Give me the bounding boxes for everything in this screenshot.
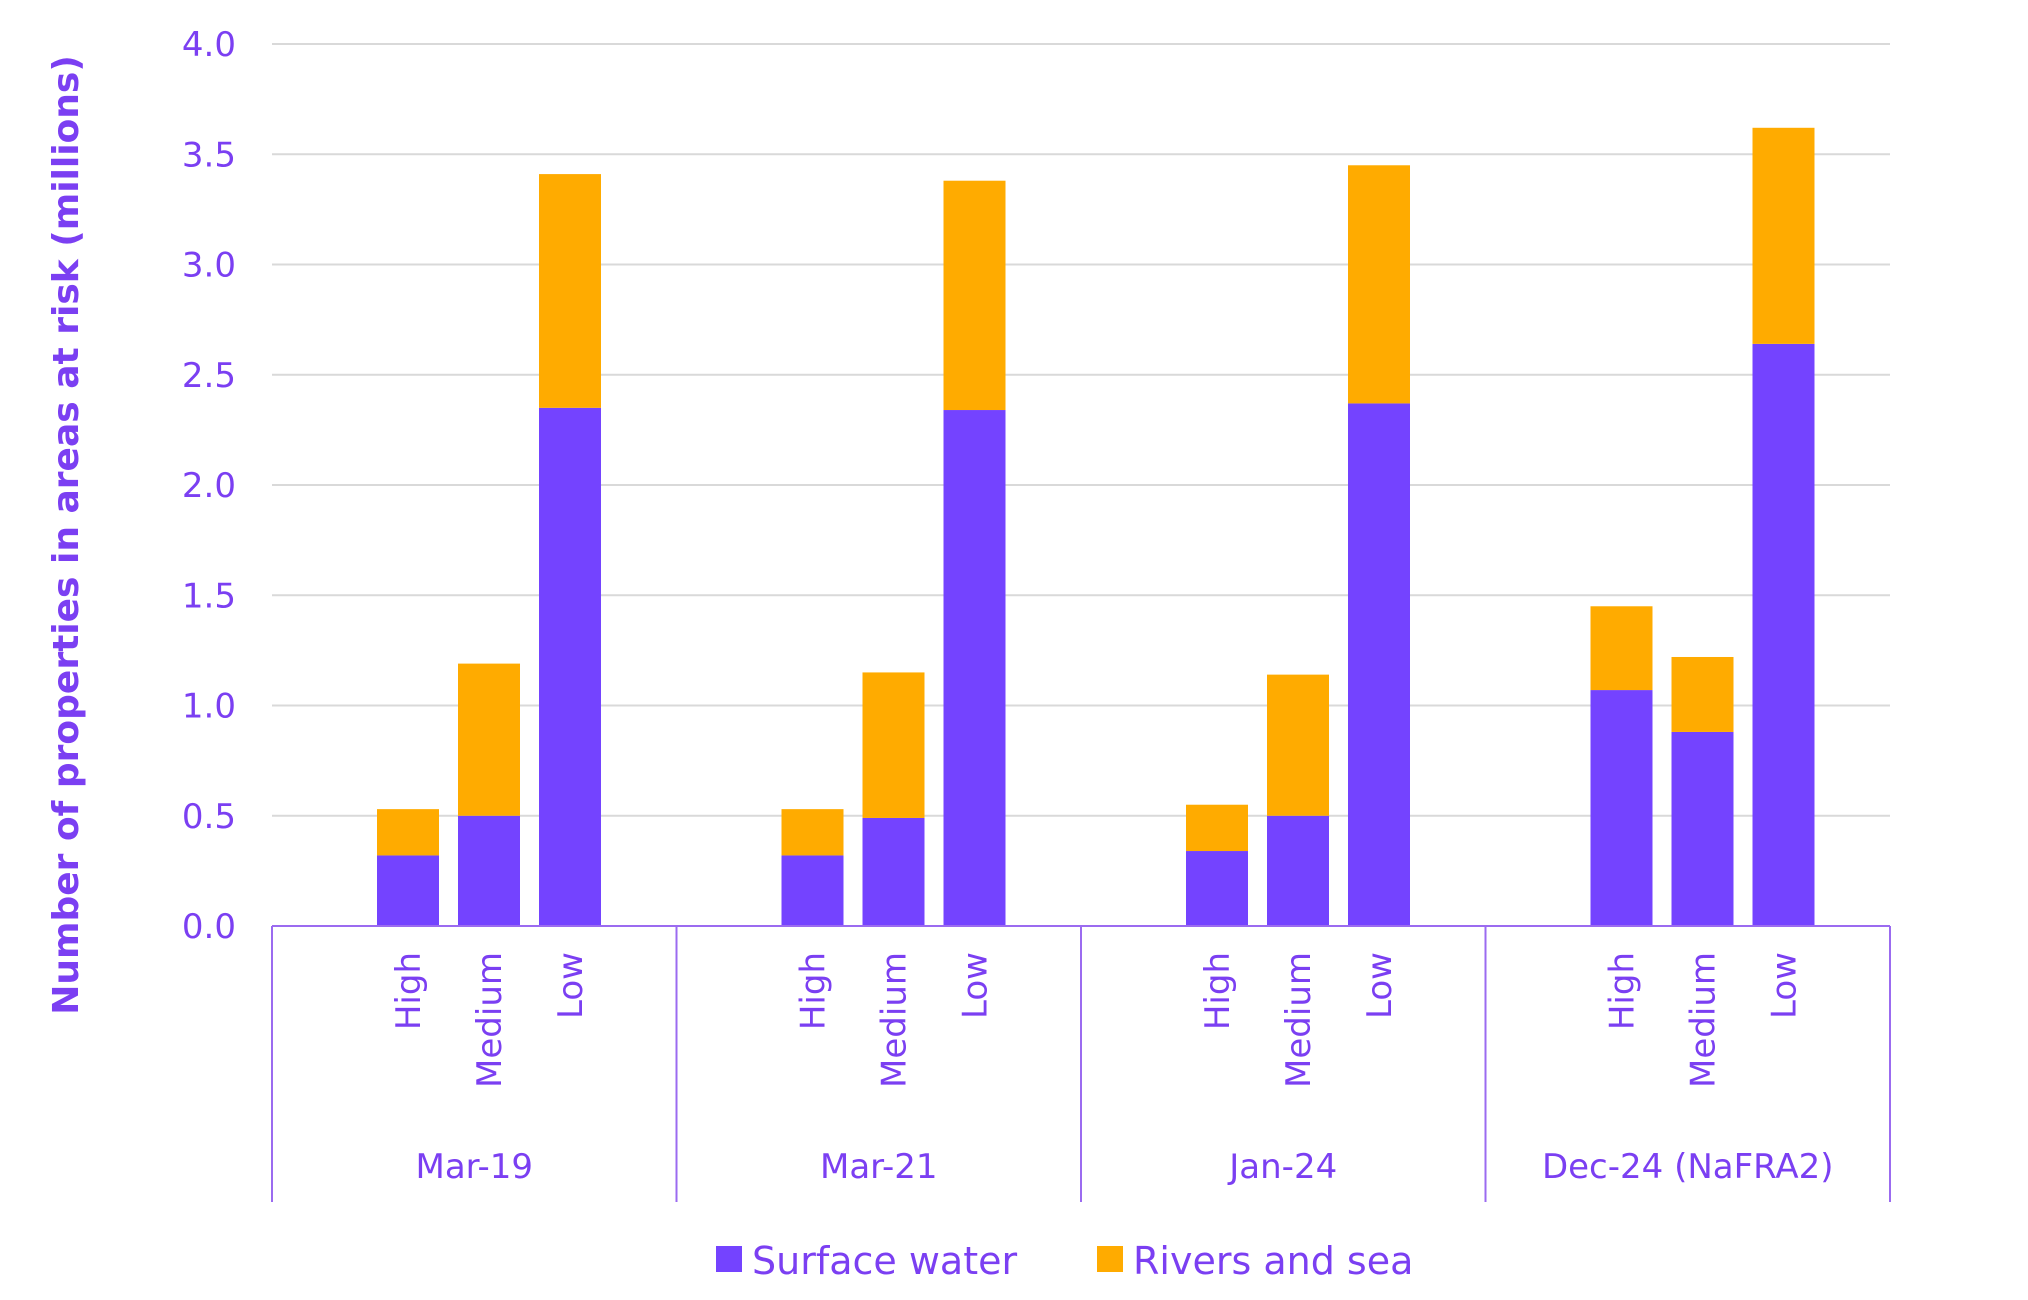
category-label: Medium xyxy=(1684,952,1724,1088)
bar-surface-water-mar-19-low xyxy=(539,407,601,926)
bar-rivers-and-sea-jan-24-low xyxy=(1348,165,1410,404)
y-axis-title: Number of properties in areas at risk (m… xyxy=(46,55,87,1015)
y-tick-label: 1.0 xyxy=(182,687,236,727)
legend: Surface water Rivers and sea xyxy=(716,1239,1413,1283)
group-label: Mar-21 xyxy=(820,1147,938,1187)
bar-surface-water-mar-19-medium xyxy=(458,815,520,926)
bar-rivers-and-sea-mar-19-medium xyxy=(458,663,520,816)
bar-surface-water-mar-21-low xyxy=(943,410,1006,926)
y-tick-label: 4.0 xyxy=(182,25,236,65)
bar-rivers-and-sea-mar-19-low xyxy=(539,174,601,408)
category-label: High xyxy=(1603,952,1643,1030)
group-label: Dec-24 (NaFRA2) xyxy=(1542,1147,1834,1187)
bar-surface-water-mar-19-high xyxy=(377,855,439,926)
category-label: Low xyxy=(1360,952,1400,1019)
category-label: Low xyxy=(551,952,591,1019)
legend-swatch-rivers-and-sea xyxy=(1097,1246,1123,1272)
bar-surface-water-dec-24-nafra2--high xyxy=(1590,690,1653,926)
bars xyxy=(377,127,1815,926)
axes xyxy=(271,925,1891,1202)
y-tick-label: 3.0 xyxy=(182,246,236,286)
y-tick-label: 2.0 xyxy=(182,466,236,506)
category-label: Low xyxy=(1765,952,1805,1019)
bar-surface-water-jan-24-high xyxy=(1186,851,1248,926)
bar-rivers-and-sea-dec-24-nafra2--medium xyxy=(1671,656,1734,732)
bar-surface-water-mar-21-high xyxy=(781,855,844,926)
bar-rivers-and-sea-mar-21-low xyxy=(943,180,1006,411)
y-tick-label: 0.0 xyxy=(182,907,236,947)
bar-surface-water-mar-21-medium xyxy=(862,817,925,926)
y-tick-label: 2.5 xyxy=(182,356,236,396)
y-tick-label: 0.5 xyxy=(182,797,236,837)
bar-rivers-and-sea-dec-24-nafra2--low xyxy=(1752,127,1815,344)
legend-swatch-surface-water xyxy=(716,1246,742,1272)
bar-rivers-and-sea-mar-21-high xyxy=(781,809,844,856)
category-label: High xyxy=(389,952,429,1030)
category-label: Medium xyxy=(1279,952,1319,1088)
group-label: Jan-24 xyxy=(1227,1147,1337,1187)
category-label: Medium xyxy=(470,952,510,1088)
category-label: High xyxy=(794,952,834,1030)
bar-rivers-and-sea-jan-24-medium xyxy=(1267,674,1329,816)
legend-label-rivers-and-sea: Rivers and sea xyxy=(1133,1239,1413,1283)
group-label: Mar-19 xyxy=(415,1147,533,1187)
category-label: High xyxy=(1198,952,1238,1030)
y-tick-label: 3.5 xyxy=(182,135,236,175)
bar-rivers-and-sea-dec-24-nafra2--high xyxy=(1590,606,1653,691)
category-label: Low xyxy=(956,952,996,1019)
y-tick-label: 1.5 xyxy=(182,576,236,616)
bar-rivers-and-sea-mar-19-high xyxy=(377,809,439,856)
bar-rivers-and-sea-jan-24-high xyxy=(1186,804,1248,852)
legend-label-surface-water: Surface water xyxy=(752,1239,1017,1283)
bar-surface-water-dec-24-nafra2--medium xyxy=(1671,731,1734,926)
bar-surface-water-dec-24-nafra2--low xyxy=(1752,343,1815,926)
bar-surface-water-jan-24-medium xyxy=(1267,815,1329,926)
labels: 0.0 0.5 1.0 1.5 2.0 2.5 3.0 3.5 4.0 Number of pro… xyxy=(46,25,1834,1187)
bar-surface-water-jan-24-low xyxy=(1348,403,1410,926)
category-label: Medium xyxy=(875,952,915,1088)
bar-rivers-and-sea-mar-21-medium xyxy=(862,672,925,818)
